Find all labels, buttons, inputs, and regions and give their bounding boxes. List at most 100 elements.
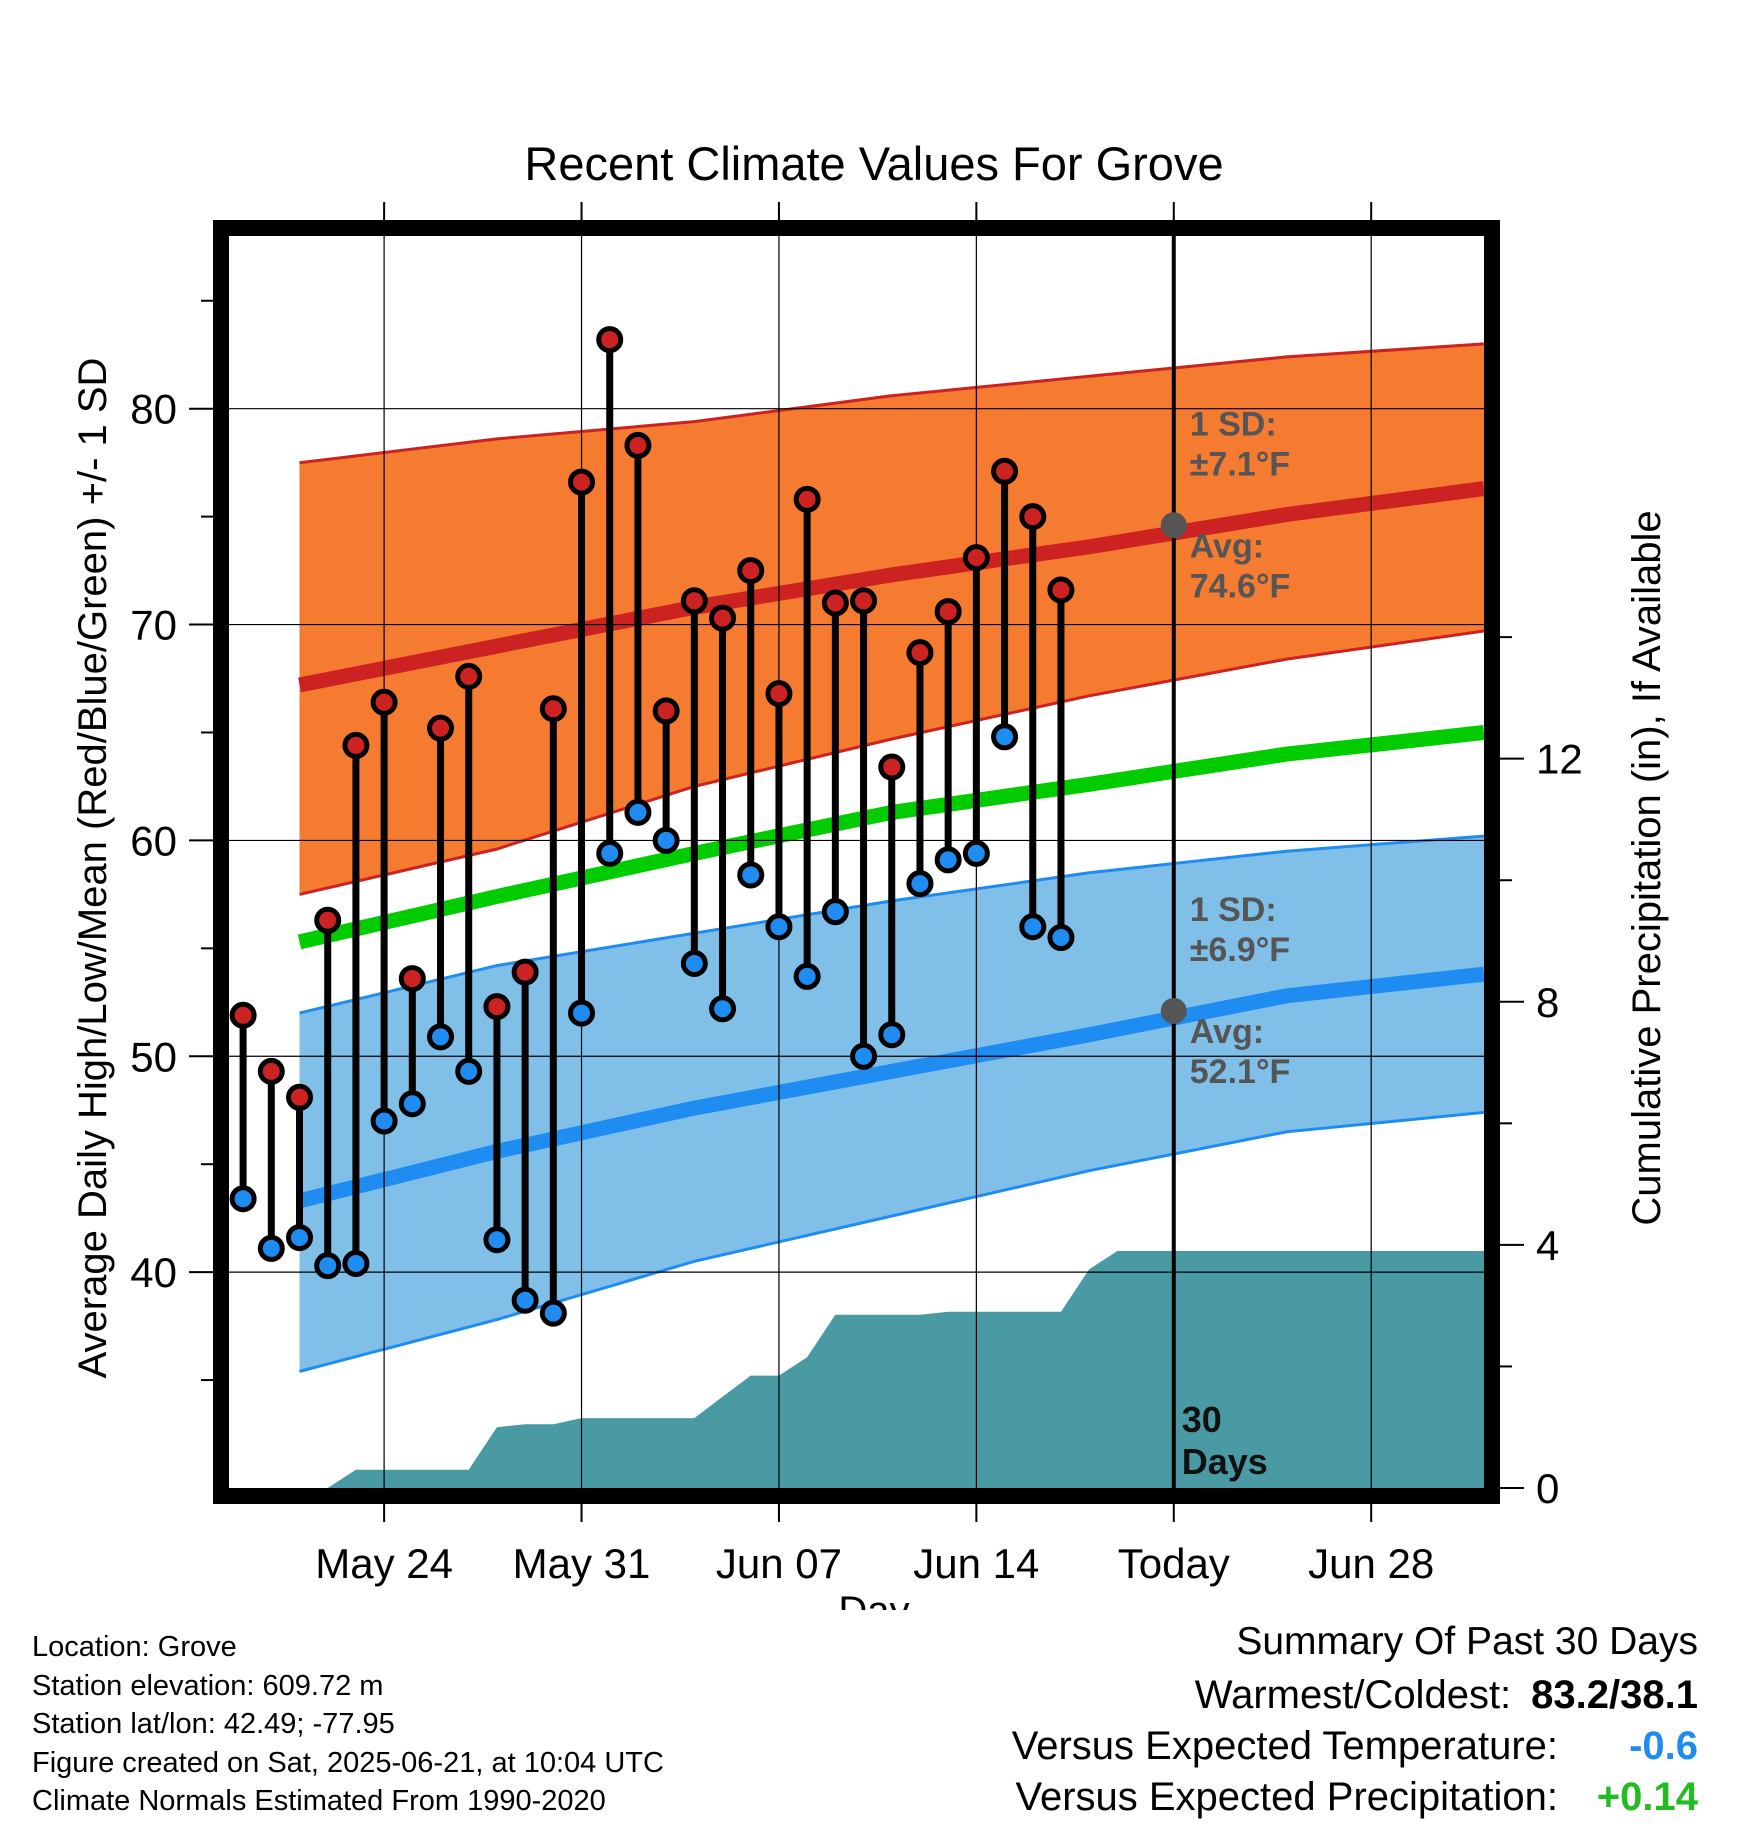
low-sd-value: ±6.9°F (1190, 931, 1290, 969)
daily-low-marker (455, 1057, 483, 1085)
daily-low-marker (596, 839, 624, 867)
precip-label: Versus Expected Precipitation: (1015, 1775, 1558, 1819)
daily-high-marker (511, 958, 539, 986)
daily-high-marker (850, 587, 878, 615)
today-avg-high-marker (1160, 512, 1187, 539)
daily-low-marker (793, 962, 821, 990)
daily-high-marker (962, 544, 990, 572)
high-sd-value: ±7.1°F (1190, 445, 1290, 483)
x-tick-label: May 31 (513, 1540, 651, 1587)
daily-low-marker (370, 1107, 398, 1135)
daily-high-marker (314, 906, 342, 934)
y2-tick-label: 0 (1536, 1465, 1559, 1512)
y-tick-label: 40 (130, 1249, 177, 1296)
daily-high-marker (398, 965, 426, 993)
daily-low-marker (991, 723, 1019, 751)
daily-high-marker (680, 587, 708, 615)
daily-low-marker (934, 846, 962, 874)
daily-high-marker (624, 431, 652, 459)
normals-text: Climate Normals Estimated From 1990-2020 (32, 1785, 606, 1817)
x-axis-label: Day (838, 1589, 909, 1610)
daily-high-marker (821, 589, 849, 617)
today-avg-low-marker (1160, 997, 1187, 1024)
chart-title: Recent Climate Values For Grove (524, 137, 1223, 190)
daily-low-marker (568, 999, 596, 1027)
low-sd-lower-line (299, 1110, 1484, 1373)
low-avg-label: Avg: (1190, 1013, 1264, 1051)
daily-low-marker (850, 1042, 878, 1070)
daily-low-marker (1047, 924, 1075, 952)
daily-low-marker (652, 826, 680, 854)
high-avg-label: Avg: (1190, 527, 1264, 565)
daily-high-marker (483, 993, 511, 1021)
days-label: 30 (1182, 1399, 1222, 1440)
low-sd-band (299, 836, 1484, 1372)
daily-high-marker (934, 598, 962, 626)
summary-panel: Summary Of Past 30 Days Warmest/Coldest:… (1012, 1620, 1698, 1823)
daily-low-marker (765, 913, 793, 941)
high-avg-value: 74.6°F (1190, 567, 1291, 605)
daily-low-marker (737, 861, 765, 889)
y2-tick-label: 4 (1536, 1222, 1559, 1269)
x-tick-label: Jun 14 (913, 1540, 1039, 1587)
y2-axis-label: Cumulative Precipitation (in), If Availa… (1625, 510, 1669, 1225)
y-tick-label: 50 (130, 1033, 177, 1080)
y2-tick-label: 8 (1536, 979, 1559, 1026)
daily-low-marker (624, 798, 652, 826)
daily-low-marker (342, 1250, 370, 1278)
daily-low-marker (906, 870, 934, 898)
location-text: Location: Grove (32, 1631, 237, 1663)
temp-label: Versus Expected Temperature: (1011, 1724, 1558, 1768)
daily-high-marker (257, 1057, 285, 1085)
daily-low-marker (427, 1023, 455, 1051)
daily-high-marker (1047, 576, 1075, 604)
high-sd-lower-line (299, 629, 1484, 896)
plot-frame (213, 220, 1500, 1504)
x-tick-label: Today (1118, 1540, 1230, 1587)
daily-high-marker (709, 604, 737, 632)
daily-low-marker (1019, 913, 1047, 941)
daily-low-marker (483, 1226, 511, 1254)
climate-chart: Recent Climate Values For Grove Average … (71, 137, 1669, 1610)
warm-cold-value: 83.2/38.1 (1531, 1673, 1698, 1717)
x-tick-label: May 24 (315, 1540, 453, 1587)
daily-low-marker (511, 1286, 539, 1314)
daily-low-marker (962, 839, 990, 867)
daily-high-marker (539, 695, 567, 723)
daily-high-marker (455, 662, 483, 690)
station-info: Location: Grove Station elevation: 609.7… (32, 1628, 664, 1821)
daily-high-marker (906, 639, 934, 667)
high-sd-band (299, 343, 1484, 895)
x-tick-label: Jun 28 (1308, 1540, 1434, 1587)
daily-low-marker (398, 1090, 426, 1118)
daily-high-marker (370, 688, 398, 716)
precip-value: +0.14 (1596, 1775, 1698, 1819)
days-label-2: Days (1182, 1441, 1268, 1482)
y2-tick-label: 12 (1536, 736, 1583, 783)
high-sd-label: 1 SD: (1190, 405, 1277, 443)
daily-low-marker (539, 1299, 567, 1327)
low-sd-label: 1 SD: (1190, 891, 1277, 929)
x-tick-label: Jun 07 (716, 1540, 842, 1587)
daily-low-marker (286, 1224, 314, 1252)
daily-low-marker (709, 995, 737, 1023)
y-tick-label: 60 (130, 817, 177, 864)
daily-high-marker (737, 557, 765, 585)
summary-warm-cold: Warmest/Coldest: 83.2/38.1 (1012, 1670, 1698, 1721)
elevation-text: Station elevation: 609.72 m (32, 1669, 384, 1702)
daily-high-marker (596, 326, 624, 354)
daily-high-marker (568, 468, 596, 496)
daily-low-marker (314, 1252, 342, 1280)
created-text: Figure created on Sat, 2025-06-21, at 10… (32, 1746, 664, 1779)
daily-low-marker (821, 898, 849, 926)
daily-high-marker (793, 485, 821, 513)
daily-low-marker (878, 1021, 906, 1049)
high-sd-upper-line (299, 342, 1484, 465)
daily-high-marker (878, 753, 906, 781)
temp-value: -0.6 (1629, 1724, 1698, 1768)
daily-high-marker (652, 697, 680, 725)
latlon-text: Station lat/lon: 42.49; -77.95 (32, 1708, 395, 1740)
daily-high-marker (1019, 503, 1047, 531)
